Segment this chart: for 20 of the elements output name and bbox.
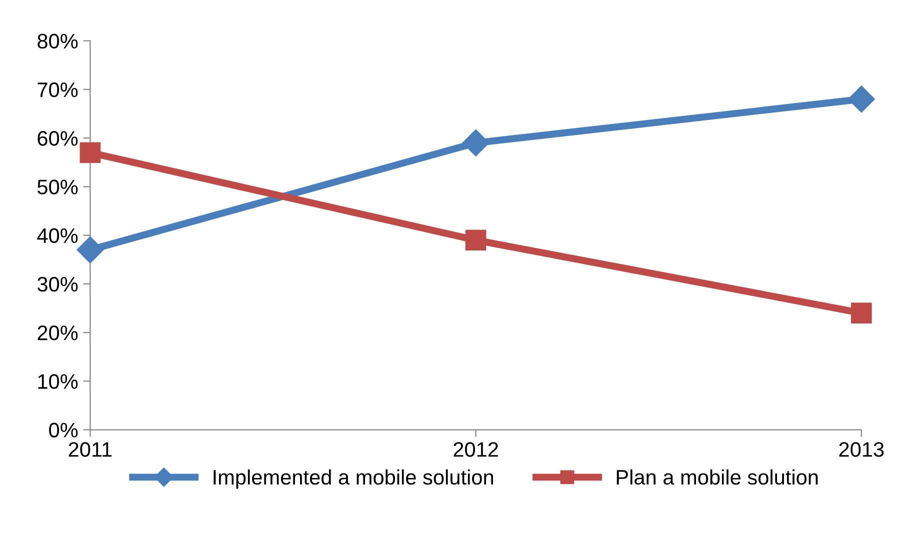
point [850, 302, 872, 324]
point [76, 236, 104, 264]
point [848, 86, 875, 113]
point [465, 230, 486, 251]
y-tick-label: 50% [38, 180, 78, 194]
point [80, 142, 101, 164]
y-tick-label: 10% [38, 374, 78, 389]
y-tick-label: 60% [38, 131, 78, 146]
x-tick-label: 2011 [68, 442, 112, 457]
legend-label: Implemented a mobile solution [214, 469, 494, 489]
y-tick-label: 0% [49, 422, 78, 438]
point [462, 129, 490, 156]
x-tick-label: 2012 [454, 442, 498, 457]
y-tick-label: 70% [38, 82, 78, 98]
legend-label: Plan a mobile solution [616, 469, 818, 485]
y-tick-label: 40% [37, 228, 78, 244]
y-tick-label: 80% [38, 34, 78, 49]
y-tick-label: 30% [37, 276, 78, 292]
x-tick-label: 2013 [839, 442, 884, 457]
y-tick-label: 20% [38, 326, 78, 340]
